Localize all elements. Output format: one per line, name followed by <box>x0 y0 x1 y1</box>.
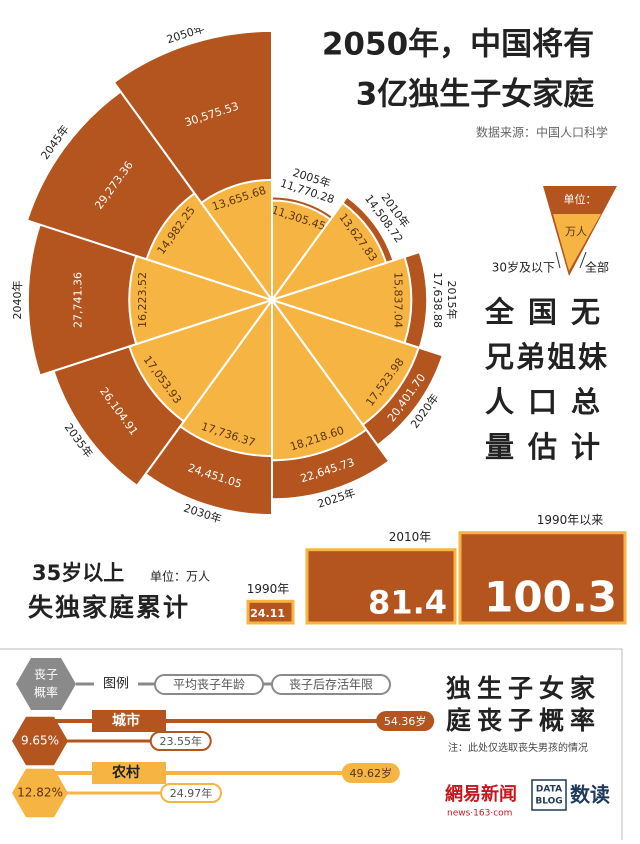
rate-label: 9.65% <box>21 734 59 748</box>
legend-inner: 30岁及以下 <box>492 260 555 275</box>
inner-wedge <box>128 254 276 346</box>
rose-title-line: 量估计 <box>485 430 614 464</box>
title-line: 3亿独生子女家庭 <box>356 77 595 113</box>
legend-outer: 全部 <box>585 260 609 275</box>
outer-value-label: 17,638.88 <box>431 272 444 328</box>
inner-wedge <box>128 298 275 423</box>
rose-title-line: 全国无 <box>484 295 614 329</box>
legend-hex-text: 丧子 <box>34 668 58 682</box>
age-label: 54.36岁 <box>384 714 427 728</box>
loss-bar-value: 81.4 <box>368 584 447 622</box>
inner-wedge <box>271 296 368 462</box>
legend-pill <box>154 674 264 695</box>
inner-wedge <box>199 178 273 304</box>
loss-bar-value: 100.3 <box>484 573 617 622</box>
outer-value-label: 27,741.36 <box>72 272 85 328</box>
year-label: 2015年 <box>445 281 459 320</box>
loss-title: 35岁以上 <box>32 561 124 585</box>
legend-leader <box>555 251 561 269</box>
legend-pill <box>271 674 391 695</box>
inner-wedge <box>178 296 273 458</box>
loss-bar <box>246 599 295 625</box>
source: 数据来源：中国人口科学 <box>476 125 608 140</box>
loss-bar <box>458 531 627 625</box>
year-label: 2040年 <box>10 281 24 320</box>
shudu-logo: 数读 <box>570 783 610 807</box>
legend-leader <box>579 251 587 269</box>
row-name: 农村 <box>111 764 140 781</box>
years-label: 24.97年 <box>170 786 213 800</box>
datablog-box <box>531 779 567 811</box>
prob-title: 庭丧子概率 <box>446 706 601 735</box>
row-name-bg <box>92 710 166 732</box>
years-pill <box>160 783 223 803</box>
legend-unit-value: 万人 <box>565 225 587 238</box>
years-pill <box>149 731 212 751</box>
inner-value-label: 15,837.04 <box>391 272 404 328</box>
inner-wedge <box>269 201 388 302</box>
inner-wedge <box>268 255 413 345</box>
loss-unit: 单位：万人 <box>150 569 210 584</box>
prob-note: 注：此处仅选取丧失男孩的情况 <box>448 741 588 754</box>
rose-center <box>269 297 275 303</box>
loss-bar-label: 1990年 <box>247 582 290 596</box>
legend-hex-text: 概率 <box>34 685 58 700</box>
legend-hexagon <box>16 658 76 710</box>
loss-bar-label: 2010年 <box>389 530 432 544</box>
age-label: 49.62岁 <box>349 766 392 780</box>
legend-unit: 单位： <box>564 192 597 206</box>
loss-title: 失独家庭累计 <box>28 593 190 622</box>
legend-label-bg <box>94 674 138 694</box>
row-name-bg <box>92 762 166 784</box>
netease-url: news·163·com <box>447 809 512 819</box>
loss-bar-value: 24.11 <box>250 607 285 620</box>
prob-title: 独生子女家 <box>446 674 601 703</box>
age-pill <box>376 711 435 731</box>
legend-age: 平均丧子年龄 <box>173 678 245 692</box>
loss-bar-label: 1990年以来 <box>537 513 604 527</box>
legend-label: 图例 <box>103 677 129 692</box>
rose-title-line: 人口总 <box>485 385 614 419</box>
years-label: 23.55年 <box>159 734 202 748</box>
age-pill <box>341 763 400 783</box>
netease-logo: 網易新闻 <box>445 783 517 805</box>
rate-hexagon <box>12 716 68 766</box>
legend-years: 丧子后存活年限 <box>289 678 373 692</box>
title-line: 2050年，中国将有 <box>322 27 594 63</box>
inner-value-label: 16,223.52 <box>136 272 149 328</box>
legend-funnel-inner <box>553 214 601 271</box>
loss-bar <box>305 548 457 625</box>
row-name: 城市 <box>112 712 140 729</box>
rose-title-line: 兄弟姐妹 <box>484 340 609 374</box>
rate-hexagon <box>12 768 68 818</box>
rate-label: 12.82% <box>17 786 63 800</box>
datablog-text: DATA <box>536 785 562 795</box>
inner-wedge <box>269 298 420 427</box>
datablog-text: BLOG <box>535 797 562 807</box>
inner-wedge <box>145 191 275 302</box>
